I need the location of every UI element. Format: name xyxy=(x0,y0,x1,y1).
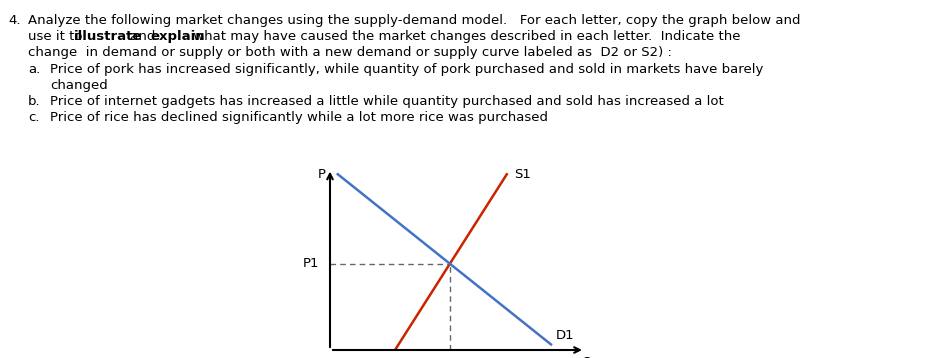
Text: use it to: use it to xyxy=(28,30,86,43)
Text: Q: Q xyxy=(580,355,591,358)
Text: explain: explain xyxy=(150,30,204,43)
Text: illustrate: illustrate xyxy=(74,30,142,43)
Text: S1: S1 xyxy=(515,168,531,181)
Text: what may have caused the market changes described in each letter.  Indicate the: what may have caused the market changes … xyxy=(189,30,740,43)
Text: D1: D1 xyxy=(556,329,575,342)
Text: Analyze the following market changes using the supply-demand model.   For each l: Analyze the following market changes usi… xyxy=(28,14,801,27)
Text: Price of rice has declined significantly while a lot more rice was purchased: Price of rice has declined significantly… xyxy=(50,111,548,124)
Text: a.: a. xyxy=(28,63,40,76)
Text: b.: b. xyxy=(28,95,41,108)
Text: and: and xyxy=(126,30,160,43)
Text: P: P xyxy=(318,168,326,181)
Text: changed: changed xyxy=(50,79,107,92)
Text: change  in demand or supply or both with a new demand or supply curve labeled as: change in demand or supply or both with … xyxy=(28,46,672,59)
Text: Price of internet gadgets has increased a little while quantity purchased and so: Price of internet gadgets has increased … xyxy=(50,95,724,108)
Text: 4.: 4. xyxy=(8,14,21,27)
Text: c.: c. xyxy=(28,111,40,124)
Text: Price of pork has increased significantly, while quantity of pork purchased and : Price of pork has increased significantl… xyxy=(50,63,764,76)
Text: P1: P1 xyxy=(303,257,319,270)
